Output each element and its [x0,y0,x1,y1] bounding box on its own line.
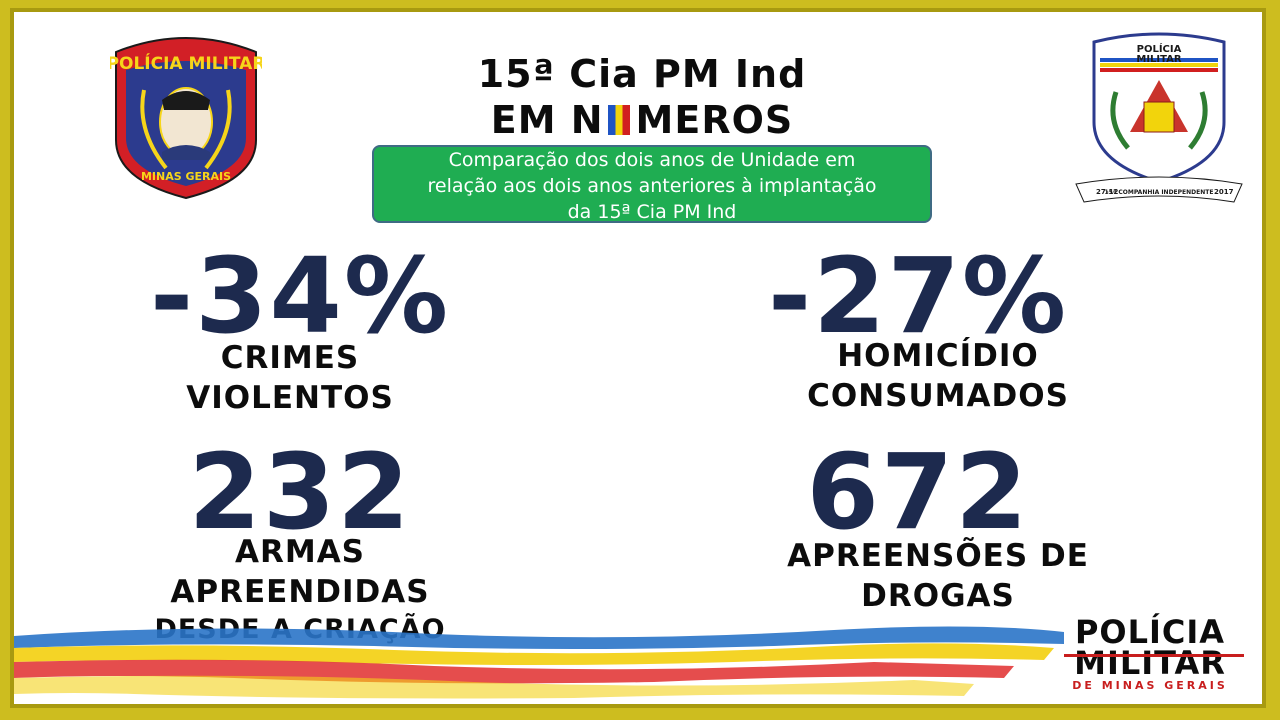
footer-logo-line1: POLÍCIA [1074,613,1226,651]
comparison-note-line1: Comparação dos dois anos de Unidade em [448,149,856,171]
flag-stripes-icon [607,105,630,135]
badge-left-bottom-text: MINAS GERAIS [141,170,231,183]
stat-drugs-label-line2: DROGAS [861,578,1015,614]
page-title-line1: 15ª Cia PM Ind [477,52,807,96]
footer-logo-line3: DE MINAS GERAIS [1072,679,1228,692]
stat-weapons-value: 232 [188,431,412,553]
badge-right-top1: POLÍCIA [1137,42,1182,55]
comparison-note-box: Comparação dos dois anos de Unidade em r… [372,145,932,223]
flag-brush-stripes [14,626,1064,699]
stat-violent-crimes-label-line2: VIOLENTOS [186,380,394,416]
stat-homicide-label: HOMICÍDIO CONSUMADOS [758,336,1118,416]
stat-homicide-value: -27% [767,235,1069,357]
stat-drugs-value: 672 [806,431,1030,553]
company-crest-badge-right: POLÍCIA MILITAR 27-12 15ª COMPANHIA INDE… [1075,32,1243,203]
stat-weapons-label-line2: APREENDIDAS [170,574,430,610]
slide-frame: POLÍCIA MILITAR MINAS GERAIS POLÍCIA MIL… [10,8,1266,708]
stat-violent-crimes-label-line1: CRIMES [220,340,360,376]
pm-shield-badge-left: POLÍCIA MILITAR MINAS GERAIS [110,37,262,200]
badge-right-top2: MILITAR [1136,54,1182,65]
badge-right-ribbon-left: 27-12 [1096,188,1119,196]
title-line2-left: EM N [490,98,604,142]
stat-homicide-label-line1: HOMICÍDIO [837,338,1039,374]
footer-pm-logo: POLÍCIA MILITAR DE MINAS GERAIS [1050,616,1250,694]
badge-left-top-text: POLÍCIA MILITAR [110,52,262,74]
page-title-line2: EM N MEROS [14,98,1262,142]
comparison-note-line3: da 15ª Cia PM Ind [567,201,737,223]
title-line2-right: MEROS [635,98,794,142]
badge-right-ribbon-right: 2017 [1214,188,1234,196]
comparison-note-line2: relação aos dois anos anteriores à impla… [427,175,877,197]
badge-right-ribbon-mid: 15ª COMPANHIA INDEPENDENTE [1105,189,1214,196]
stat-homicide-label-line2: CONSUMADOS [807,378,1069,414]
stat-weapons-label-line1: ARMAS [234,534,366,570]
footer-logo-red-bar [1064,654,1244,657]
stat-violent-crimes-label: CRIMES VIOLENTOS [120,338,460,418]
footer-logo-line2: MILITAR [1074,644,1226,682]
stat-drugs-label-line1: APREENSÕES DE [787,538,1089,574]
stat-violent-crimes-value: -34% [149,235,451,357]
stat-drugs-label: APREENSÕES DE DROGAS [738,536,1138,616]
